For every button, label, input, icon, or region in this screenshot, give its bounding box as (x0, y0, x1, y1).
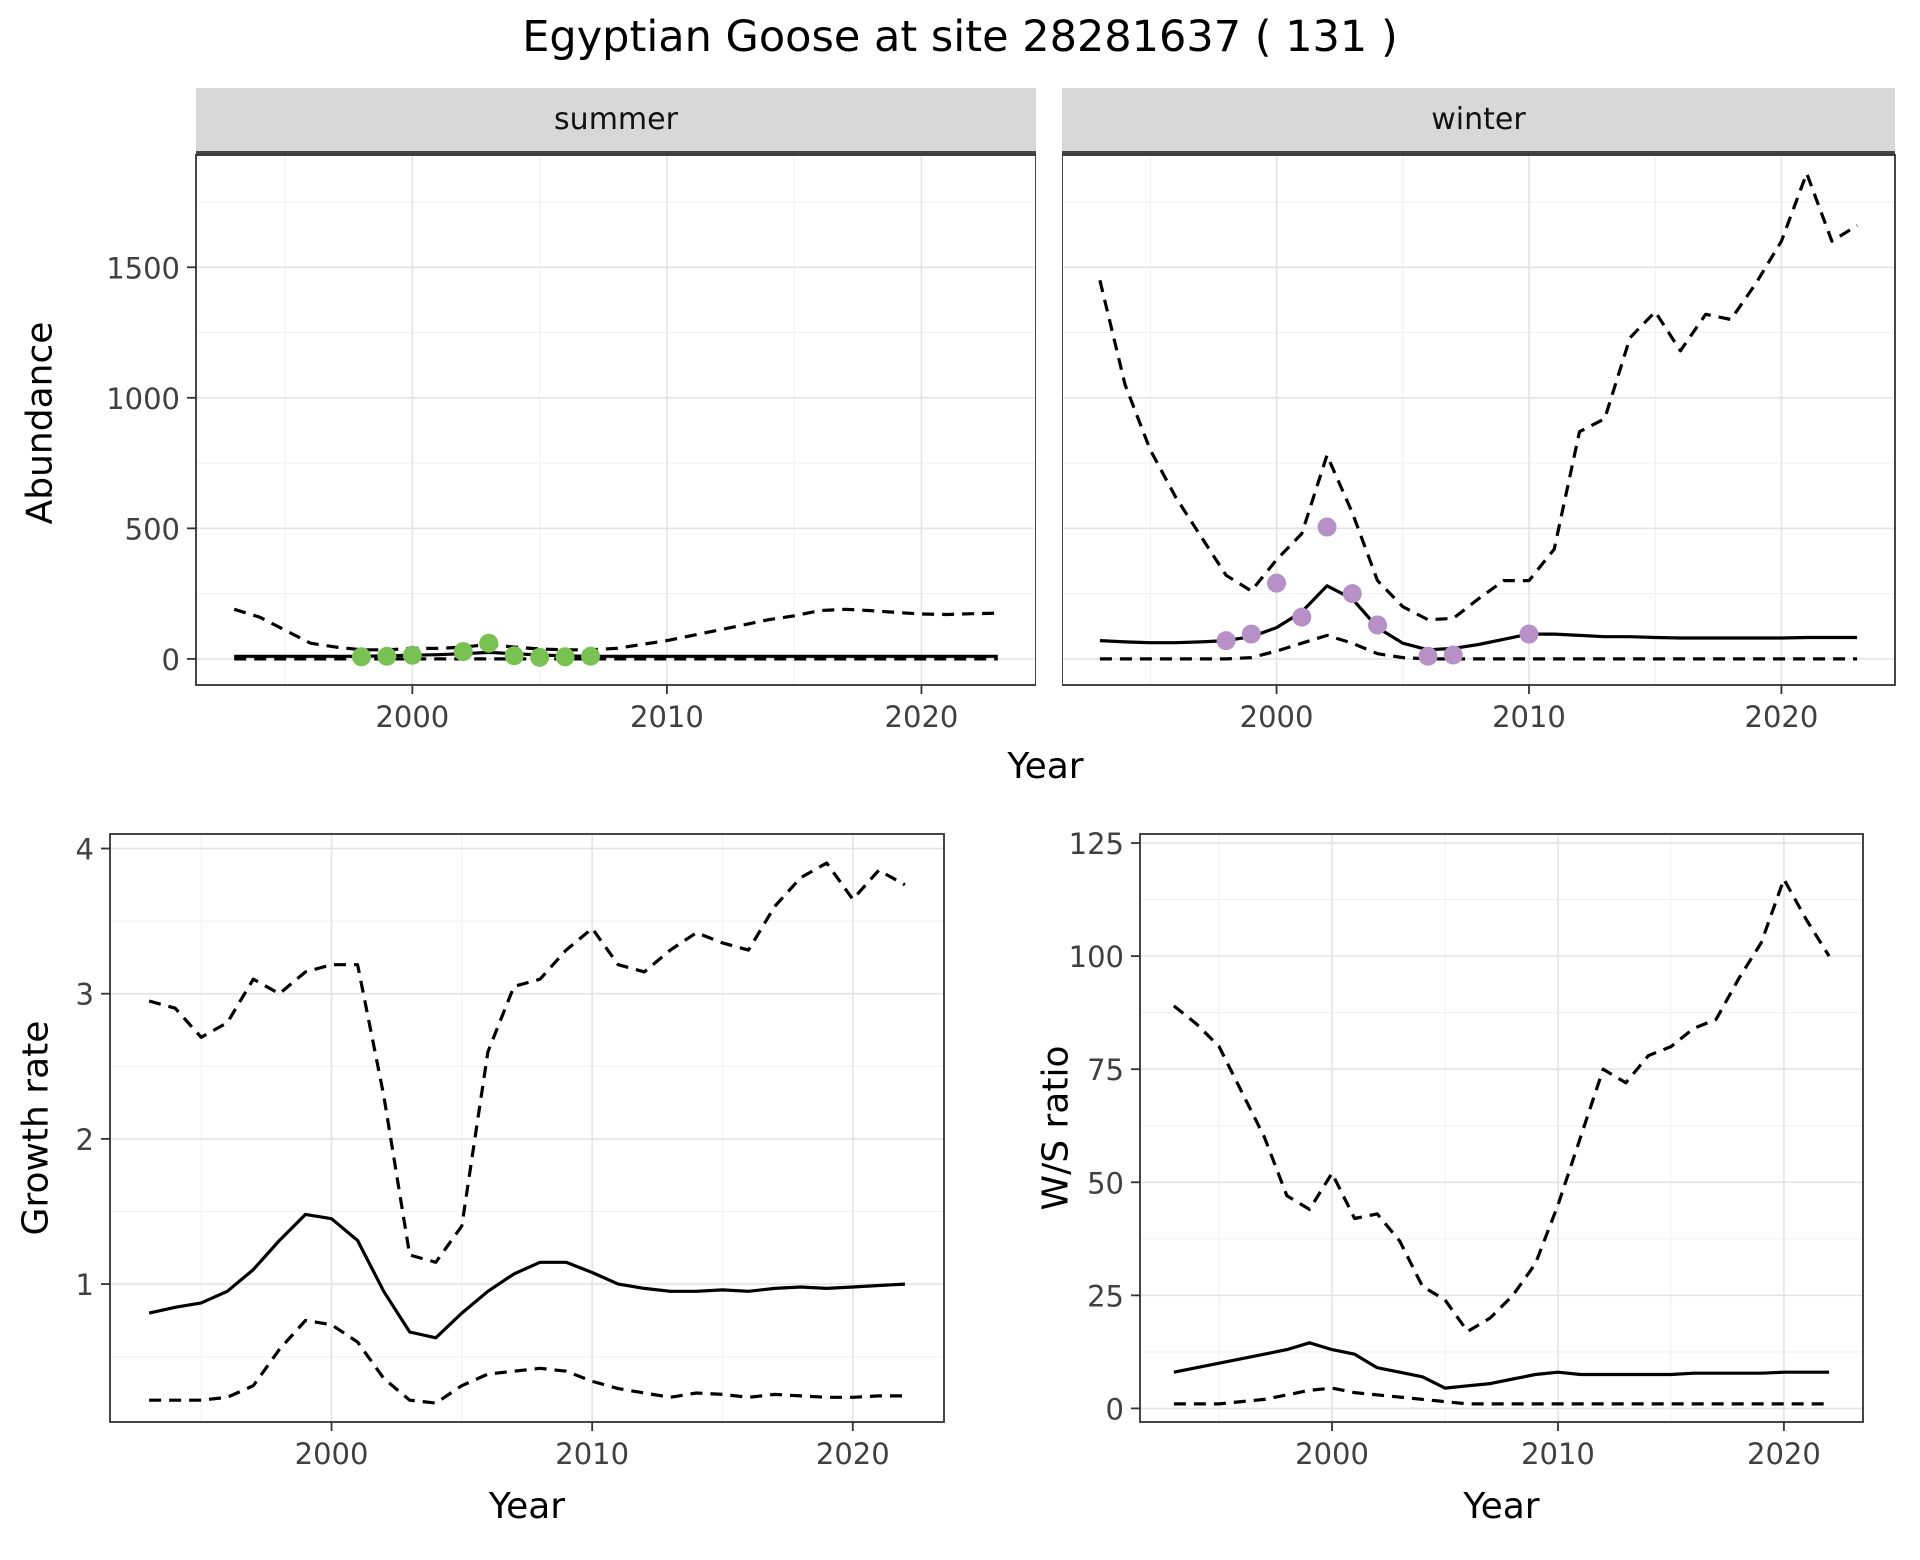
svg-text:4: 4 (76, 833, 94, 867)
figure-title: Egyptian Goose at site 28281637 ( 131 ) (522, 12, 1398, 62)
summer-plot-svg: 2000 2010 2020 0 500 1000 1500 (106, 154, 1037, 734)
year-axis-title-top: Year (1007, 746, 1084, 787)
facet-strip-summer: summer (196, 88, 1036, 155)
abundance-winter-chart: 2000 2010 2020 (1061, 152, 1898, 744)
svg-text:1500: 1500 (106, 251, 180, 285)
svg-text:125: 125 (1069, 831, 1124, 861)
svg-text:0: 0 (162, 643, 180, 677)
svg-text:2: 2 (76, 1123, 94, 1157)
year-axis-title-ws: Year (1463, 1486, 1540, 1527)
svg-text:3: 3 (76, 978, 94, 1012)
svg-text:50: 50 (1087, 1166, 1124, 1200)
abundance-axis-title: Abundance (19, 321, 61, 525)
svg-text:2010: 2010 (555, 1437, 629, 1471)
svg-text:2020: 2020 (816, 1437, 890, 1471)
growth-rate-chart: 2000 2010 2020 1 2 3 4 (40, 831, 947, 1481)
svg-text:2000: 2000 (375, 700, 449, 734)
year-axis-title-growth: Year (488, 1486, 566, 1527)
svg-text:2020: 2020 (1745, 700, 1819, 734)
svg-text:2010: 2010 (630, 700, 704, 734)
ws-ratio-chart: 2000 2010 2020 0 25 50 75 100 125 (1055, 827, 1866, 1481)
svg-text:500: 500 (125, 512, 180, 546)
svg-text:1: 1 (76, 1268, 94, 1302)
svg-text:0: 0 (1106, 1392, 1124, 1426)
svg-text:75: 75 (1087, 1053, 1124, 1087)
svg-text:2000: 2000 (295, 1437, 369, 1471)
growth-plot-svg: 2000 2010 2020 1 2 3 4 (76, 833, 945, 1471)
winter-plot-svg: 2000 2010 2020 (1061, 154, 1896, 734)
svg-text:2020: 2020 (885, 700, 959, 734)
svg-text:25: 25 (1087, 1279, 1124, 1313)
abundance-summer-chart: 2000 2010 2020 0 500 1000 1500 (106, 152, 1037, 744)
svg-text:2020: 2020 (1747, 1437, 1821, 1471)
svg-text:100: 100 (1069, 940, 1124, 974)
ws-plot-svg: 2000 2010 2020 0 25 50 75 100 125 (1069, 827, 1864, 1471)
svg-text:2010: 2010 (1521, 1437, 1595, 1471)
svg-text:2000: 2000 (1240, 700, 1314, 734)
facet-strip-winter: winter (1062, 88, 1895, 155)
svg-text:2000: 2000 (1295, 1437, 1369, 1471)
svg-text:1000: 1000 (106, 382, 180, 416)
svg-text:2010: 2010 (1492, 700, 1566, 734)
